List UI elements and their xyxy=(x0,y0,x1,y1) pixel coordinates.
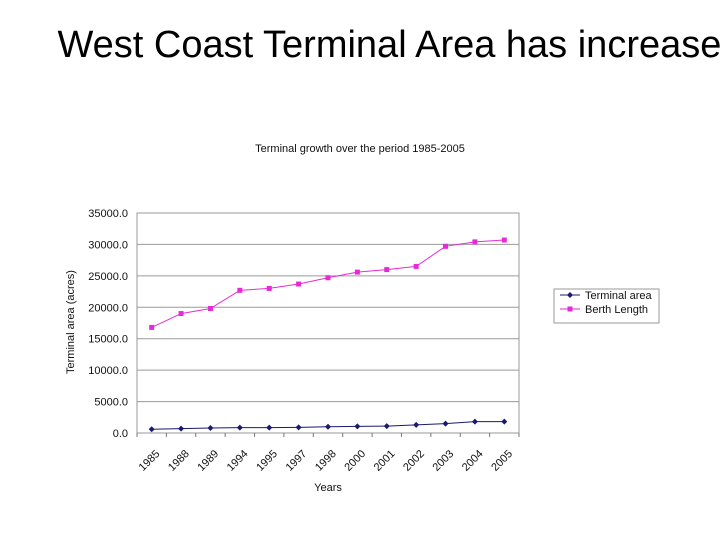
data-point xyxy=(237,287,243,293)
x-tick-label: 2003 xyxy=(431,448,457,474)
data-point xyxy=(325,423,331,430)
data-point xyxy=(442,420,449,427)
data-point xyxy=(266,285,272,291)
legend-box xyxy=(553,288,660,324)
y-tick-label: 10000.0 xyxy=(88,365,128,377)
data-point xyxy=(207,306,213,312)
y-tick-label: 15000.0 xyxy=(88,334,128,346)
x-axis-title: Years xyxy=(314,482,342,494)
data-point xyxy=(501,418,508,425)
y-tick-label: 25000.0 xyxy=(88,271,128,283)
chart-title: Terminal growth over the period 1985-200… xyxy=(255,143,465,155)
data-point xyxy=(266,424,273,431)
data-point xyxy=(207,424,214,431)
data-point xyxy=(383,423,390,430)
data-point xyxy=(354,269,360,275)
x-tick-label: 1998 xyxy=(313,448,339,474)
data-point xyxy=(178,425,185,432)
y-tick-label: 20000.0 xyxy=(88,302,128,314)
legend-marker xyxy=(567,292,573,298)
data-point xyxy=(178,311,184,317)
plot-area: 35000.030000.025000.020000.015000.010000… xyxy=(88,208,520,474)
y-tick-label: 5000.0 xyxy=(94,397,128,409)
data-point xyxy=(471,418,478,425)
plot-frame xyxy=(136,212,520,434)
data-point xyxy=(354,423,361,430)
y-axis-title: Terminal area (acres) xyxy=(65,270,77,374)
y-tick-label: 35000.0 xyxy=(88,208,128,220)
x-tick-label: 2005 xyxy=(489,448,515,474)
x-tick-label: 1995 xyxy=(254,448,280,474)
legend-marker xyxy=(567,306,573,312)
x-tick-label: 1997 xyxy=(284,448,310,474)
data-point xyxy=(148,426,155,433)
x-tick-label: 1985 xyxy=(137,448,163,474)
data-point xyxy=(325,275,331,281)
x-tick-label: 1994 xyxy=(225,448,251,474)
data-point xyxy=(384,267,390,273)
x-tick-label: 2001 xyxy=(372,448,398,474)
data-point xyxy=(443,243,449,249)
x-tick-label: 1989 xyxy=(195,448,221,474)
data-point xyxy=(296,281,302,287)
x-tick-label: 1988 xyxy=(166,448,192,474)
x-tick-label: 2000 xyxy=(342,448,368,474)
chart-legend: Terminal area Berth Length xyxy=(553,288,660,324)
legend-label: Terminal area xyxy=(585,290,653,302)
y-tick-label: 30000.0 xyxy=(88,239,128,251)
data-point xyxy=(413,263,419,269)
data-point xyxy=(295,424,302,431)
data-point xyxy=(501,237,507,243)
legend-label: Berth Length xyxy=(585,304,648,316)
data-point xyxy=(472,239,478,245)
y-tick-label: 0.0 xyxy=(113,428,128,440)
data-point xyxy=(236,424,243,431)
data-point xyxy=(149,324,155,330)
slide-title: West Coast Terminal Area has increased xyxy=(57,24,720,66)
x-tick-label: 2002 xyxy=(401,448,427,474)
data-point xyxy=(413,421,420,428)
x-tick-label: 2004 xyxy=(460,448,486,474)
